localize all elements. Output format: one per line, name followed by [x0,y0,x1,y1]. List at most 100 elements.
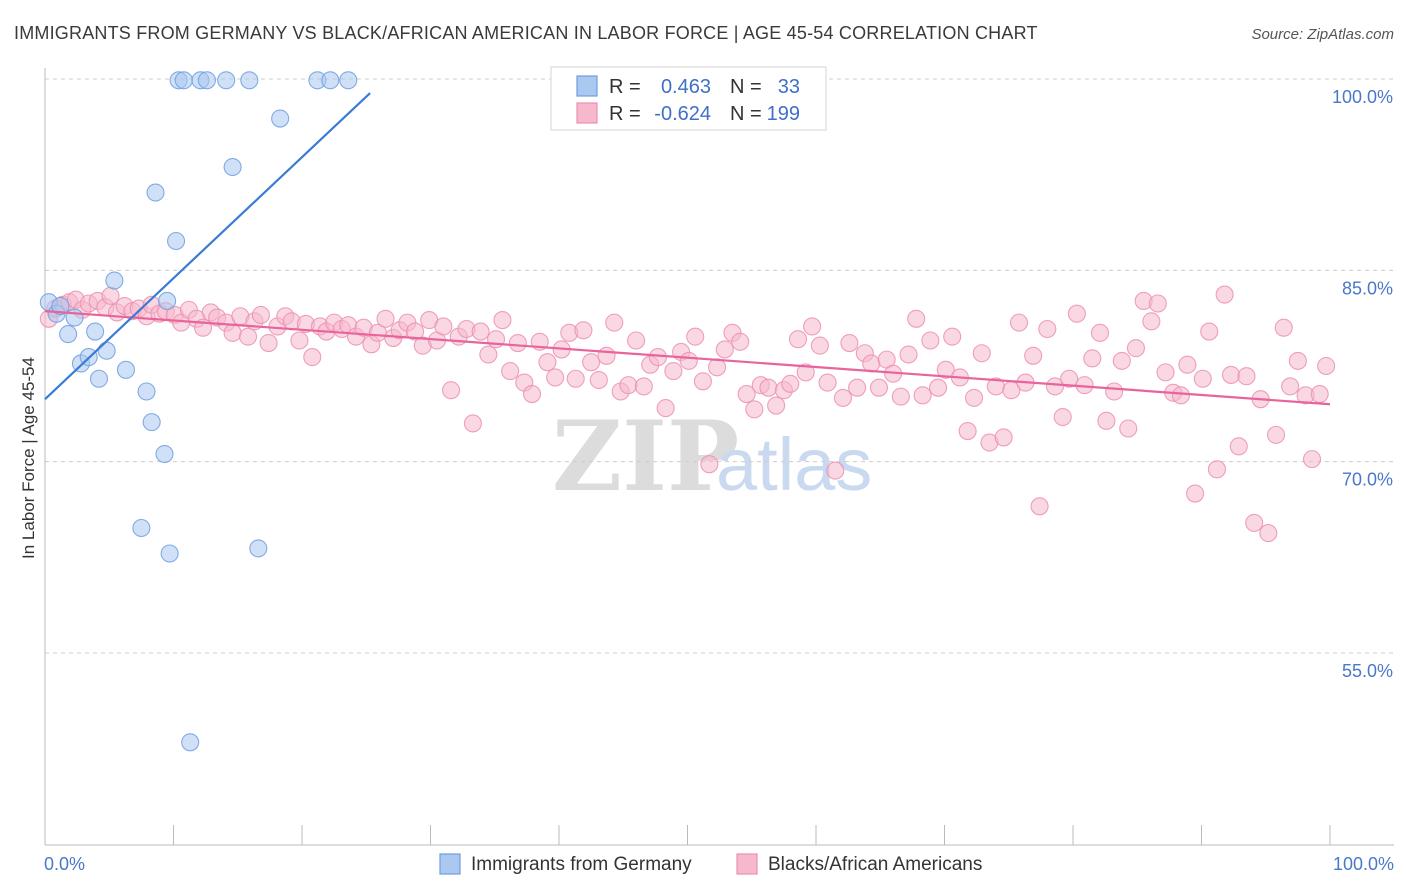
data-point-black-african-american [223,323,242,342]
data-point-black-african-american [745,400,764,419]
data-point-black-african-american [1142,312,1161,331]
legend-n-value-pink: 199 [767,103,800,125]
data-point-immigrant-germany [146,183,165,202]
y-tick-label: 70.0% [1342,470,1393,490]
data-point-black-african-american [781,374,800,393]
data-point-black-african-american [664,362,683,381]
data-point-black-african-american [1317,356,1336,376]
data-point-immigrant-germany [155,444,174,464]
data-point-black-african-american [1148,294,1167,313]
data-point-black-african-american [1302,450,1322,469]
data-point-black-african-american [1193,369,1212,388]
data-point-black-african-american [958,422,977,441]
data-point-black-african-american [767,396,786,415]
data-point-black-african-american [566,369,585,388]
data-point-black-african-american [679,351,698,370]
data-point-black-african-american [522,385,542,404]
trend-line-immigrants-from-germany [44,92,371,400]
data-point-black-african-american [656,399,675,418]
data-point-black-african-american [634,377,653,396]
data-point-immigrant-germany [116,360,136,379]
data-point-black-african-american [796,363,815,382]
data-point-black-african-american [619,376,638,395]
data-point-black-african-american [1090,323,1110,342]
data-point-black-african-american [1222,365,1241,384]
data-point-immigrant-germany [223,157,242,177]
data-point-black-african-american [1229,437,1248,456]
data-point-black-african-american [1060,369,1079,388]
data-point-black-african-american [899,345,918,364]
legend-r-value-pink: -0.624 [654,103,711,125]
data-point-black-african-american [1178,355,1197,374]
legend-n-label-pink: N = [730,103,762,125]
data-point-immigrant-germany [65,308,84,327]
data-point-black-african-american [929,378,948,397]
data-point-black-african-american [582,353,601,372]
bottom-legend-swatch-blue [439,853,461,875]
data-point-immigrant-germany [160,544,179,563]
data-point-black-african-american [1083,349,1102,368]
data-point-black-african-american [303,348,322,367]
legend-swatch-blue [576,75,598,97]
data-point-black-african-american [759,378,778,397]
series-immigrants-from-germany [39,71,358,752]
data-point-black-african-american [686,327,705,346]
data-point-black-african-american [693,372,712,391]
data-point-black-african-american [921,331,940,350]
y-axis-title: In Labor Force | Age 45-54 [19,357,38,559]
data-point-black-african-american [788,330,808,349]
data-point-black-african-american [1237,367,1256,386]
data-point-immigrant-germany [167,231,186,251]
data-point-black-african-american [546,368,565,387]
data-point-black-african-american [605,313,624,332]
bottom-legend-label-blue: Immigrants from Germany [471,854,692,875]
data-point-black-african-american [803,317,822,336]
data-point-black-african-american [1200,322,1219,341]
data-point-black-african-american [1281,377,1300,396]
chart-source: Source: ZipAtlas.com [1251,26,1394,43]
data-point-black-african-american [493,311,512,330]
correlation-legend: R = 0.463 N = 33 R = -0.624 N = 199 [550,66,827,131]
data-point-immigrant-germany [97,341,116,360]
data-point-black-african-american [1119,419,1138,438]
data-point-black-african-american [627,331,646,350]
x-tick-label-max: 100.0% [1333,854,1394,874]
data-point-black-african-american [994,428,1013,447]
data-point-black-african-american [907,309,926,328]
data-point-black-african-american [471,322,490,341]
series-legend: Immigrants from Germany Blacks/African A… [439,853,982,875]
legend-swatch-pink [576,102,598,124]
data-point-black-african-american [1259,524,1278,543]
data-point-black-african-american [508,333,527,353]
y-tick-labels: 55.0% 70.0% 85.0% 100.0% [1332,87,1393,681]
data-point-black-african-american [891,387,910,406]
data-point-immigrant-germany [217,71,236,90]
data-point-black-african-american [501,362,520,381]
data-point-black-african-american [1171,386,1190,405]
data-point-black-african-american [290,331,309,350]
data-point-black-african-american [833,388,853,407]
data-point-black-african-american [589,370,608,390]
data-point-immigrant-germany [181,733,200,752]
data-point-black-african-american [913,386,932,405]
data-point-black-african-american [1067,304,1086,323]
data-point-immigrant-germany [240,71,259,90]
data-point-black-african-american [737,385,756,404]
data-point-immigrant-germany [339,71,358,90]
data-point-black-african-american [1097,411,1116,430]
y-tick-label: 100.0% [1332,87,1393,107]
data-point-black-african-american [715,340,734,359]
data-point-black-african-american [1009,313,1029,332]
data-point-black-african-american [700,455,719,474]
data-point-black-african-american [1310,385,1329,404]
data-point-black-african-american [101,286,120,305]
data-point-black-african-american [1030,497,1049,516]
data-point-black-african-american [238,327,258,346]
legend-r-value-blue: 0.463 [661,76,711,98]
data-point-black-african-american [1288,351,1307,370]
data-point-immigrant-germany [142,413,161,432]
data-point-immigrant-germany [105,271,124,290]
data-point-black-african-american [1245,513,1264,532]
data-point-immigrant-germany [197,71,216,90]
data-point-black-african-american [406,322,425,341]
